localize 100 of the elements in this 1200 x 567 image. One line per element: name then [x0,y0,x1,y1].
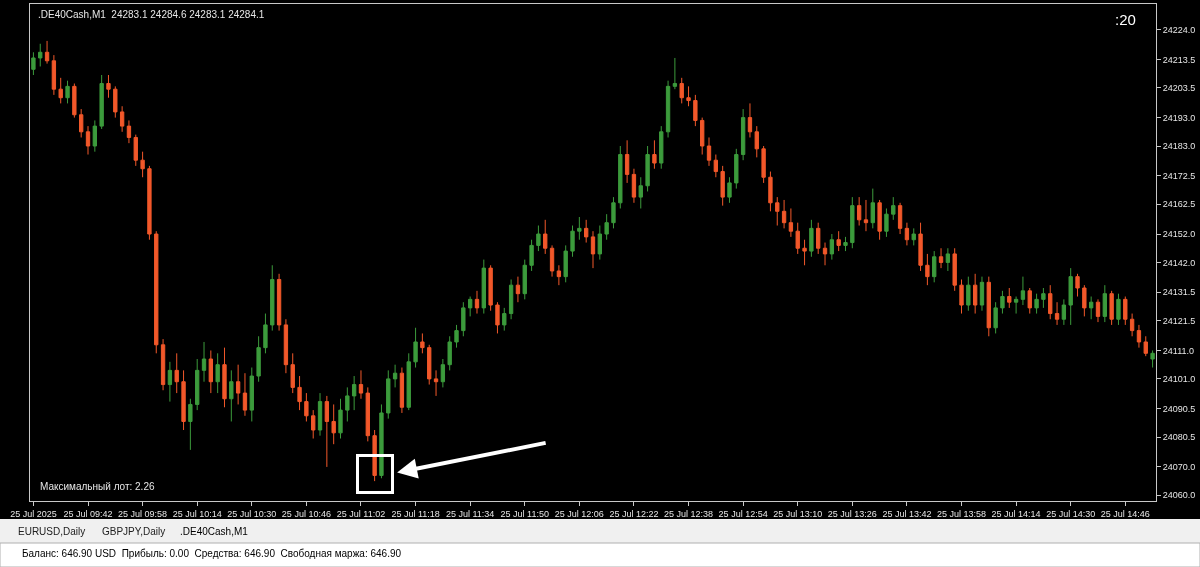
candlestick [788,207,794,238]
candlestick [993,301,998,334]
candlestick [317,392,323,437]
candlestick [467,296,473,317]
candlestick [392,364,398,388]
candlestick [590,230,596,269]
candlestick [379,403,384,479]
candlestick [1054,301,1060,326]
x-tick-label: 25 Jul 14:46 [1100,508,1150,519]
candlestick [522,259,527,300]
candlestick [781,199,787,229]
candlestick [488,264,493,312]
candlestick [556,264,562,286]
candlestick [659,125,664,170]
candlestick [188,398,193,451]
candlestick [44,40,50,65]
candlestick [884,207,889,238]
candlestick [72,83,77,119]
x-tick-label: 25 Jul 12:54 [718,508,768,519]
candlestick [611,196,616,229]
candlestick [106,74,111,99]
candlestick [174,352,179,394]
candlestick [1041,287,1046,309]
candlestick [420,332,425,354]
candlestick [31,51,36,76]
candlestick [747,102,753,138]
candlestick [222,347,227,408]
candlestick [775,196,780,227]
y-tick-label: 24121.5 [1162,315,1196,326]
candlestick [638,176,643,209]
y-tick-label: 24060.0 [1162,490,1196,501]
candlestick [290,352,295,394]
candlestick [283,318,289,374]
annotation: :20 [1115,11,1136,28]
candlestick [631,168,637,204]
candlestick [297,375,302,411]
x-tick-label: 25 Jul 12:22 [609,508,659,519]
candlestick [372,429,377,482]
x-tick-label: 25 Jul 12:38 [664,508,714,519]
candlestick [1129,313,1135,337]
candlestick [672,57,678,90]
candlestick [215,352,220,394]
x-tick-label: 25 Jul 11:34 [445,508,495,519]
y-tick-label: 24162.5 [1162,199,1196,210]
candlestick [1020,276,1026,306]
candlestick [549,244,555,278]
candlestick [536,225,541,252]
candlestick [1061,298,1067,326]
candlestick [1068,267,1073,326]
candlestick [966,276,971,312]
candlestick [809,219,814,258]
y-tick-label: 24152.0 [1162,229,1196,240]
candlestick [911,227,916,246]
x-tick-label: 25 Jul 2025 [10,508,57,519]
candlestick [201,341,207,383]
candlestick [1109,290,1114,326]
candlestick [1102,284,1107,323]
candlestick [795,222,800,255]
text: Баланс: 646.90 USD Прибыль: 0.00 Средства: 646.90 Свободная маржа: 646.90 [22,548,402,559]
candlestick [58,77,63,104]
candlestick [461,301,466,337]
candlestick [270,264,275,332]
candlestick [904,222,910,246]
x-tick-label: 25 Jul 14:30 [1046,508,1096,519]
candlestick [604,213,609,241]
candlestick [249,367,254,422]
candlestick [925,253,930,286]
text: GBPJPY,Daily [102,526,166,537]
y-tick-label: 24111.0 [1162,345,1194,356]
candlestick [51,54,57,96]
candlestick [92,119,97,153]
candlestick [1089,296,1094,320]
candlestick [133,134,138,167]
candlestick [652,139,657,170]
candlestick [822,242,828,266]
candlestick [863,199,869,232]
candlestick [1034,293,1039,315]
candlestick [700,117,705,156]
candlestick [986,276,991,337]
candlestick [263,313,268,354]
candlestick [686,85,691,107]
x-tick-label: 25 Jul 13:42 [882,508,932,519]
candlestick [543,219,548,255]
candlestick [618,145,623,209]
x-tick-label: 25 Jul 10:46 [281,508,331,519]
y-tick-label: 24172.5 [1162,170,1196,181]
candlestick [816,222,821,255]
candlestick [713,154,719,178]
x-tick-label: 25 Jul 14:14 [991,508,1041,519]
candlestick [1027,287,1032,315]
candlestick [276,273,282,332]
text: EURUSD,Daily [18,526,86,537]
candlestick [502,307,507,332]
chart-title: .DE40Cash,M1 24283.1 24284.6 24283.1 24284.1 [38,8,265,20]
candlestick [433,369,439,397]
candlestick [829,233,835,261]
candlestick [167,361,173,403]
candlestick [734,148,739,190]
x-tick-label: 25 Jul 11:02 [336,508,386,519]
candlestick [693,94,698,127]
